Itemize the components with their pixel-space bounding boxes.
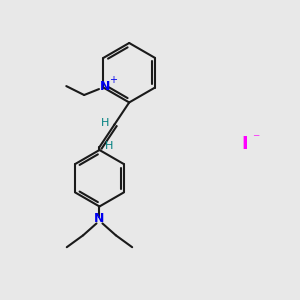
Text: ⁻: ⁻ [252,133,259,147]
Text: H: H [100,118,109,128]
Text: N: N [100,80,110,93]
Text: I: I [242,135,248,153]
Text: +: + [109,75,117,85]
Text: H: H [105,140,113,151]
Text: N: N [94,212,105,226]
